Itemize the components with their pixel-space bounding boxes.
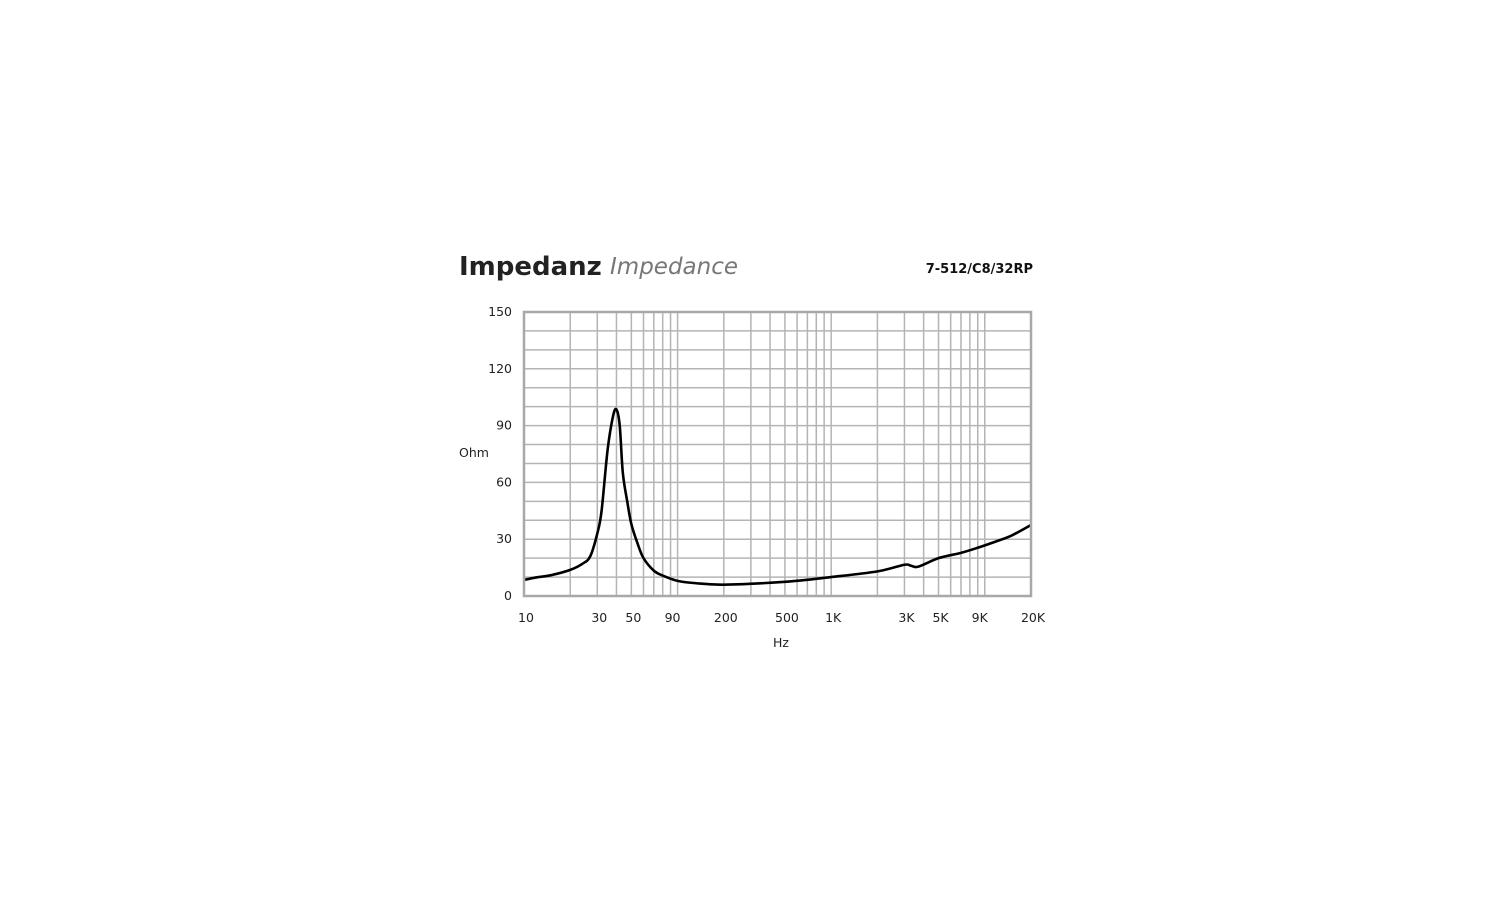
x-tick-label: 30 — [591, 610, 607, 625]
x-tick-label: 200 — [714, 610, 738, 625]
y-axis-label: Ohm — [459, 445, 489, 460]
chart-subtitle: Impedance — [610, 254, 738, 280]
y-tick-label: 90 — [496, 418, 512, 433]
x-axis-label: Hz — [773, 635, 789, 650]
x-tick-label: 1K — [825, 610, 842, 625]
model-label: 7-512/C8/32RP — [926, 262, 1033, 277]
y-tick-label: 60 — [496, 474, 512, 489]
x-tick-label: 9K — [972, 610, 989, 625]
y-tick-label: 30 — [496, 531, 512, 546]
x-tick-label: 10 — [518, 610, 534, 625]
y-tick-label: 150 — [488, 304, 512, 319]
x-tick-label: 50 — [625, 610, 641, 625]
grid — [523, 311, 1032, 597]
x-tick-label: 90 — [665, 610, 681, 625]
x-tick-label: 20K — [1021, 610, 1046, 625]
x-tick-label: 3K — [898, 610, 915, 625]
x-ticks: 10 30 50 90 200 500 1K 3K 5K 9K 20K — [518, 610, 1046, 625]
plot-frame — [522, 310, 1033, 598]
x-tick-label: 5K — [932, 610, 949, 625]
y-tick-label: 0 — [504, 588, 512, 603]
impedance-curve — [523, 407, 1032, 586]
y-tick-label: 120 — [488, 361, 512, 376]
y-ticks: 0 30 60 90 120 150 — [488, 304, 512, 603]
chart-title: Impedanz — [459, 252, 602, 282]
x-tick-label: 500 — [775, 610, 799, 625]
